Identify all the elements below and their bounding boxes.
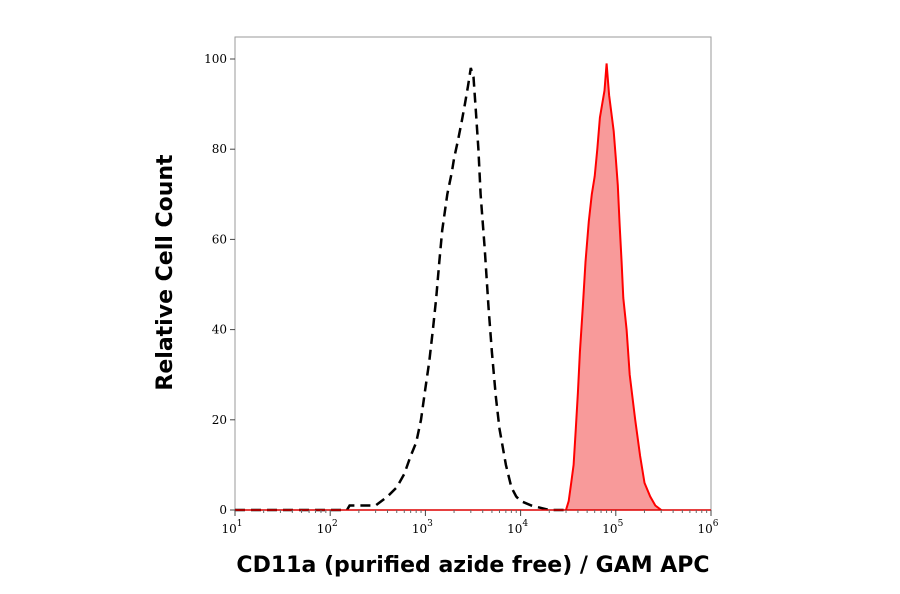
series-layer	[235, 63, 662, 512]
x-tick-label: 106	[697, 519, 718, 536]
y-tick-label: 80	[212, 142, 227, 156]
series-1-line	[565, 63, 662, 511]
ticks-layer: 0 20 40 60 80 100 101 102 103 104 105 106	[204, 52, 719, 536]
y-axis-title: Relative Cell Count	[153, 154, 178, 391]
y-tick-label: 20	[212, 413, 227, 427]
x-tick-label: 101	[221, 519, 242, 536]
x-tick-label: 105	[602, 519, 623, 536]
series-0-dashed-line	[235, 67, 566, 512]
x-tick-label: 102	[317, 519, 338, 536]
y-tick-label: 100	[204, 52, 227, 66]
y-tick-label: 40	[212, 323, 227, 337]
x-axis-title: CD11a (purified azide free) / GAM APC	[236, 553, 709, 578]
x-tick-label: 104	[507, 519, 528, 536]
series-1-area	[566, 63, 662, 510]
x-tick-label: 103	[412, 519, 433, 536]
y-tick-label: 0	[219, 503, 227, 517]
plot-area	[234, 36, 712, 511]
y-tick-label: 60	[212, 232, 227, 246]
